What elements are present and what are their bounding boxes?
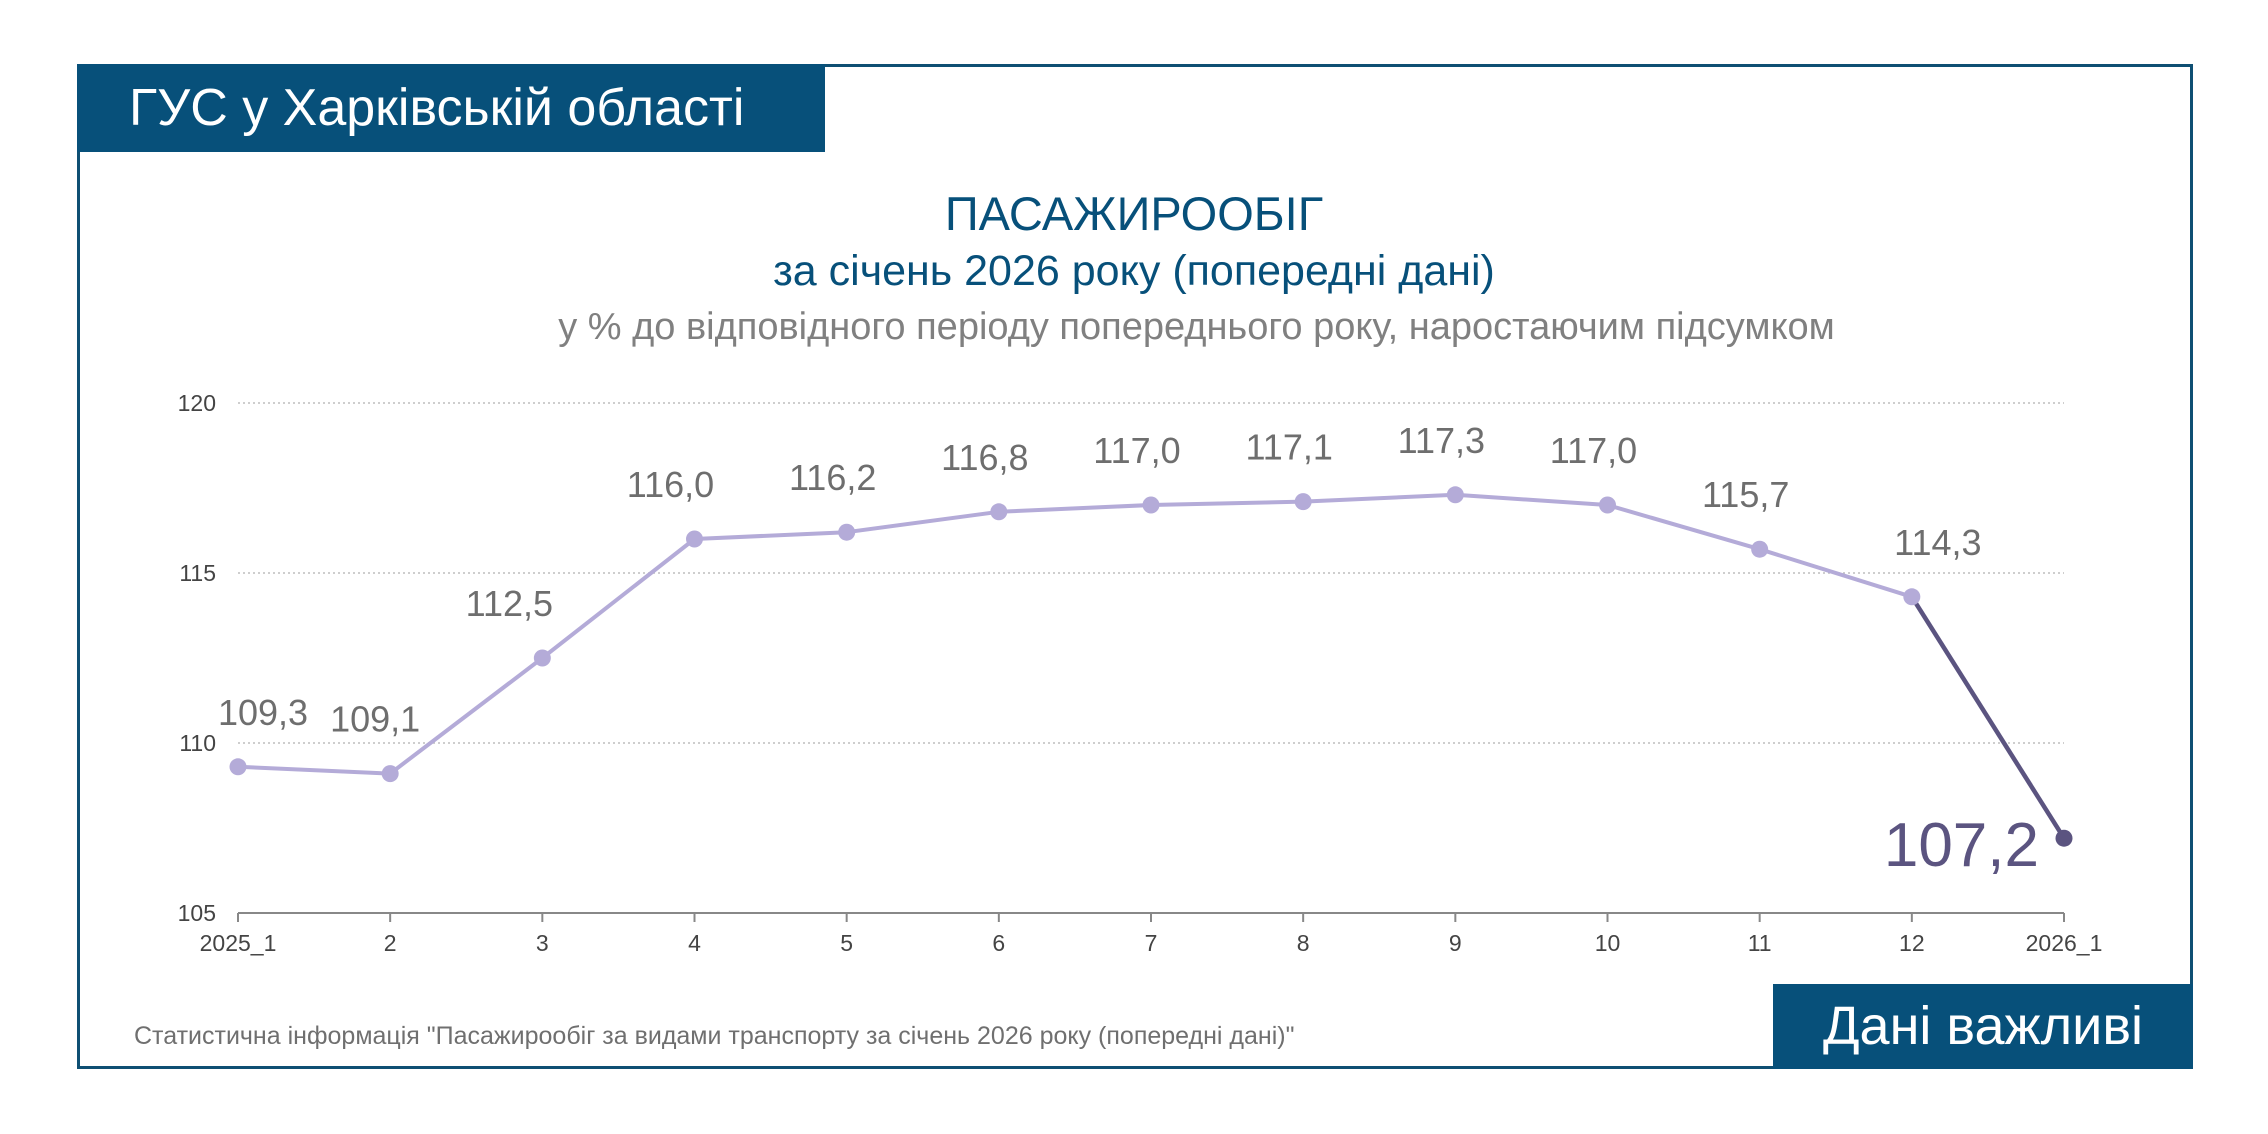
data-point (1142, 496, 1160, 514)
x-tick-label: 3 (536, 930, 549, 956)
data-label: 117,3 (1398, 420, 1485, 461)
x-tick-label: 2 (384, 930, 397, 956)
y-tick-label: 115 (179, 560, 216, 586)
data-point (1294, 493, 1312, 511)
chart-title: ПАСАЖИРООБІГ (944, 187, 1324, 240)
data-label-latest: 107,2 (1884, 811, 2039, 880)
data-labels: 109,3 109,1 112,5 116,0 116,2 116,8 117,0 117,1… (218, 420, 2039, 880)
data-label: 117,1 (1245, 427, 1332, 468)
data-point-latest (2055, 829, 2073, 847)
x-tick-label: 8 (1297, 930, 1310, 956)
data-point (838, 523, 856, 541)
x-tick-label: 4 (688, 930, 701, 956)
y-tick-label: 105 (178, 900, 216, 926)
gridlines (238, 402, 2064, 744)
data-point (1903, 588, 1921, 606)
data-label: 117,0 (1550, 430, 1637, 471)
data-point (990, 503, 1008, 521)
chart-subtitle: у % до відповідного періоду попереднього… (558, 306, 1835, 348)
data-label: 112,5 (466, 583, 553, 624)
y-tick-label: 110 (179, 730, 216, 756)
axes: 105 110 115 120 2025_1 2 3 4 5 6 7 8 9 10 11 12 2026_1 (178, 390, 2103, 956)
x-tick-label: 2025_1 (200, 930, 277, 956)
series-line (237, 492, 1913, 776)
important-badge[interactable]: Дані важливі (1773, 984, 2193, 1069)
data-point (1599, 496, 1616, 514)
data-point (381, 765, 399, 783)
data-label: 116,0 (627, 464, 714, 505)
line-chart: 105 110 115 120 2025_1 2 3 4 5 6 7 8 9 10 11 12 2026_1 1… (178, 390, 2103, 956)
data-point (229, 758, 247, 776)
data-label: 109,1 (330, 699, 420, 740)
chart-frame (77, 64, 2193, 1069)
data-label: 114,3 (1894, 522, 1981, 563)
x-tick-label: 5 (840, 930, 853, 956)
x-tick-label: 6 (992, 930, 1005, 956)
x-tick-label: 12 (1899, 930, 1925, 956)
data-label: 116,2 (789, 457, 876, 498)
data-point (686, 530, 703, 548)
data-label: 116,8 (941, 437, 1028, 478)
chart-title-period: за січень 2026 року (попередні дані) (773, 247, 1495, 295)
org-banner: ГУС у Харківській області (77, 64, 825, 152)
y-tick-label: 120 (178, 390, 216, 416)
x-tick-label: 11 (1748, 930, 1772, 956)
data-point (1751, 540, 1769, 558)
data-point (1446, 486, 1464, 504)
data-label: 117,0 (1093, 430, 1180, 471)
source-note: Статистична інформація "Пасажирообіг за … (134, 1022, 1295, 1050)
x-tick-label: 2026_1 (2026, 930, 2103, 956)
series-passenger-turnover (229, 486, 2073, 847)
series-line-latest (1909, 595, 2066, 840)
x-tick-label: 7 (1145, 930, 1158, 956)
x-tick-label: 9 (1449, 930, 1462, 956)
x-tick-label: 10 (1595, 930, 1621, 956)
data-label: 109,3 (218, 692, 308, 733)
data-point (533, 649, 551, 667)
data-label: 115,7 (1702, 474, 1789, 515)
